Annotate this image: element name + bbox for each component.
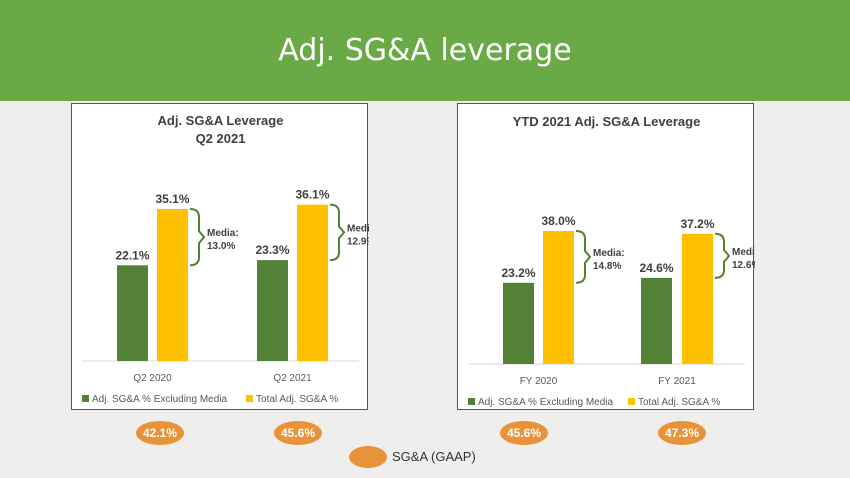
media-bracket [575,230,592,284]
bar-excl-media-1 [641,277,672,364]
page-title: Adj. SG&A leverage [278,33,572,68]
media-bracket [189,208,206,267]
x-tick-label: Q2 2020 [133,373,172,384]
bar-excl-media-0 [503,282,534,364]
chart-title: YTD 2021 Adj. SG&A Leverage [513,114,701,129]
legend-label: Adj. SG&A % Excluding Media [478,397,614,408]
media-annotation-value: 14.8% [593,261,621,272]
media-annotation-value: 12.9% [347,236,369,247]
bar-excl-media-1 [257,260,288,361]
data-label: 38.0% [541,214,575,228]
legend-swatch [246,395,253,402]
chart-ytd: YTD 2021 Adj. SG&A Leverage 23.2% 38.0% Med… [468,114,755,408]
bar-total-0 [543,231,574,364]
legend-swatch [628,398,635,405]
data-label: 37.2% [680,217,714,231]
data-label: 36.1% [295,188,329,202]
data-label: 23.3% [255,243,289,257]
chart-subtitle: Q2 2021 [196,131,246,146]
bar-total-1 [682,233,713,364]
x-tick-label: FY 2021 [658,376,696,387]
chart-q2: Adj. SG&A Leverage Q2 2021 22.1% 35.1% Media… [82,113,369,405]
media-bracket [714,232,731,279]
bar-total-1 [297,204,328,361]
x-tick-label: FY 2020 [520,376,558,387]
chart-title: Adj. SG&A Leverage [158,113,284,128]
data-label: 23.2% [501,266,535,280]
chart-panel-q2: Adj. SG&A Leverage Q2 2021 22.1% 35.1% Media… [71,103,369,410]
bar-total-0 [157,209,188,361]
gaap-pill-q2-2020: 42.1% [136,421,184,445]
gaap-pill-fy-2020: 45.6% [500,421,548,445]
x-tick-label: Q2 2021 [273,373,312,384]
data-label: 35.1% [155,192,189,206]
gaap-legend-swatch [349,446,387,468]
media-annotation-value: 13.0% [207,241,235,252]
media-annotation-label: Media: [207,228,239,239]
bar-excl-media-0 [117,265,148,361]
legend-label: Total Adj. SG&A % [638,397,720,408]
data-label: 24.6% [639,261,673,275]
media-annotation-label: Media: [732,247,755,258]
data-label: 22.1% [115,248,149,262]
gaap-pill-q2-2021: 45.6% [274,421,322,445]
legend-label: Total Adj. SG&A % [256,394,338,405]
legend-label: Adj. SG&A % Excluding Media [92,394,228,405]
gaap-legend-label: SG&A (GAAP) [392,449,476,464]
media-annotation-value: 12.6% [732,260,755,271]
legend-swatch [468,398,475,405]
gaap-pill-fy-2021: 47.3% [658,421,706,445]
media-annotation-label: Media: [593,248,625,259]
title-banner: Adj. SG&A leverage [0,0,850,101]
chart-panel-ytd: YTD 2021 Adj. SG&A Leverage 23.2% 38.0% Med… [457,103,755,410]
media-bracket [329,203,346,262]
legend-swatch [82,395,89,402]
media-annotation-label: Media: [347,223,369,234]
